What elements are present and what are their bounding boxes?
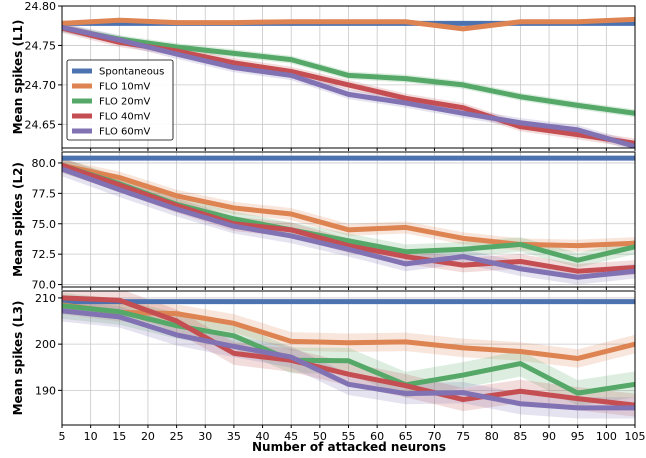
plot-area bbox=[62, 291, 635, 419]
legend-label-flo-60mv: FLO 60mV bbox=[99, 127, 150, 138]
x-tick-label: 60 bbox=[370, 430, 384, 443]
y-tick-label: 24.65 bbox=[25, 118, 57, 131]
y-tick-label: 80.0 bbox=[32, 157, 57, 170]
legend-box bbox=[66, 59, 174, 141]
x-tick-label: 105 bbox=[625, 430, 646, 443]
x-tick-label: 35 bbox=[227, 430, 241, 443]
y-tick-label: 70.0 bbox=[32, 279, 57, 292]
x-tick-label: 45 bbox=[284, 430, 298, 443]
legend-label-spontaneous: Spontaneous bbox=[99, 67, 164, 78]
y-tick-label: 77.5 bbox=[32, 187, 57, 200]
y-tick-label: 24.70 bbox=[25, 79, 57, 92]
y-tick-label: 190 bbox=[35, 384, 56, 397]
x-tick-label: 85 bbox=[513, 430, 527, 443]
y-tick-label: 72.5 bbox=[32, 248, 57, 261]
x-axis-label: Number of attacked neurons bbox=[252, 440, 446, 454]
x-tick-label: 70 bbox=[427, 430, 441, 443]
y-tick-label: 24.80 bbox=[25, 0, 57, 13]
x-tick-label: 90 bbox=[542, 430, 556, 443]
x-tick-label: 30 bbox=[198, 430, 212, 443]
x-tick-label: 40 bbox=[256, 430, 270, 443]
confidence-band-flo-20mv bbox=[62, 292, 635, 407]
legend-label-flo-20mv: FLO 20mV bbox=[99, 97, 150, 108]
x-tick-label: 80 bbox=[485, 430, 499, 443]
x-tick-label: 25 bbox=[170, 430, 184, 443]
y-tick-label: 210 bbox=[35, 292, 56, 305]
y-tick-label: 75.0 bbox=[32, 218, 57, 231]
x-tick-label: 20 bbox=[141, 430, 155, 443]
legend-label-flo-10mv: FLO 10mV bbox=[99, 82, 150, 93]
y-tick-label: 24.75 bbox=[25, 39, 57, 52]
y-axis-label: Mean spikes (L3) bbox=[11, 301, 25, 416]
legend: Spontaneous FLO 10mV FLO 20mV FLO 40mV FLO 6… bbox=[66, 59, 174, 141]
y-axis-label: Mean spikes (L1) bbox=[11, 20, 25, 135]
x-tick-label: 55 bbox=[342, 430, 356, 443]
y-tick-label: 200 bbox=[35, 338, 56, 351]
x-tick-label: 75 bbox=[456, 430, 470, 443]
plot-area bbox=[62, 155, 635, 285]
x-tick-label: 95 bbox=[571, 430, 585, 443]
x-tick-label: 50 bbox=[313, 430, 327, 443]
confidence-band-flo-20mv bbox=[62, 24, 635, 118]
confidence-band-flo-60mv bbox=[62, 300, 635, 419]
panel-l2: 70.0 72.5 75.0 77.5 80.0 Mean spikes (L2) bbox=[11, 151, 636, 292]
plot-area bbox=[62, 16, 635, 148]
x-tick-label: 100 bbox=[596, 430, 617, 443]
confidence-band-flo-10mv bbox=[62, 159, 635, 252]
y-axis-label: Mean spikes (L2) bbox=[11, 162, 25, 277]
confidence-band-flo-40mv bbox=[62, 158, 635, 279]
x-tick-label: 15 bbox=[112, 430, 126, 443]
x-tick-label: 10 bbox=[84, 430, 98, 443]
panel-l3: 190 200 210 Mean spikes (L3) 5 10 15 20 25 30 35 40… bbox=[11, 290, 646, 443]
grid bbox=[61, 291, 636, 425]
legend-label-flo-40mv: FLO 40mV bbox=[99, 112, 150, 123]
x-tick-label: 5 bbox=[59, 430, 66, 443]
confidence-band-flo-40mv bbox=[62, 291, 635, 417]
x-tick-label: 65 bbox=[399, 430, 413, 443]
